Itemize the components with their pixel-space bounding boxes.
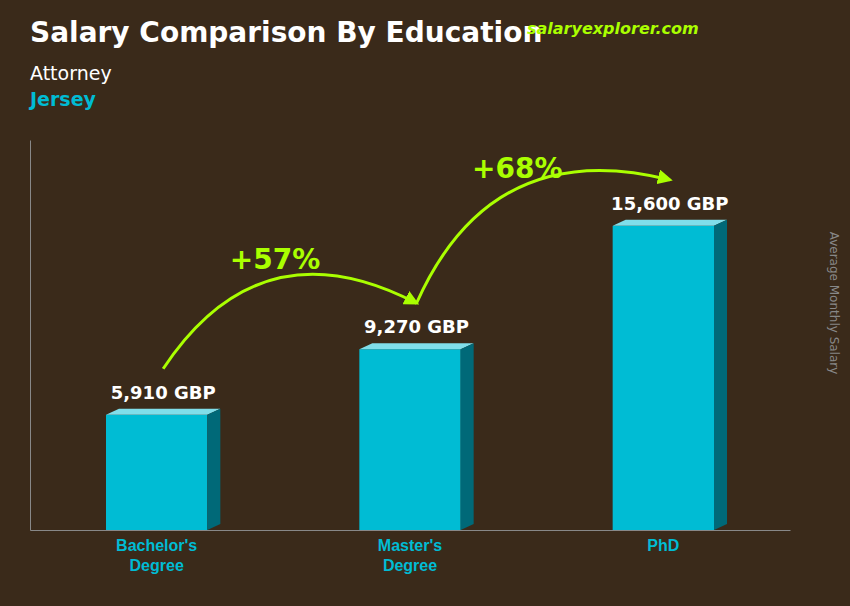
bar [613,226,714,530]
bar-group [613,220,727,530]
y-axis [30,141,31,531]
bar [106,415,207,530]
chart: Salary Comparison By Education Attorney Je… [0,0,850,606]
bar-side-face [461,343,474,530]
title: Salary Comparison By Education [30,16,542,49]
bar-group [359,343,473,530]
value-label: 15,600 GBP [611,193,728,214]
bar-side-face [207,409,220,530]
x-tick-label-line: Degree [383,557,437,574]
brand: salaryexplorer.com [527,19,699,38]
x-tick-label: PhD [647,537,679,554]
x-tick: Bachelor's Degree [116,530,197,574]
x-axis-line [31,530,791,531]
x-tick: PhD [647,530,679,554]
x-tick-label-line: Bachelor's [116,537,197,554]
x-tick-label-line: Master's [378,537,442,554]
value-label: 9,270 GBP [364,316,469,337]
bar-top-face [359,343,473,349]
x-tick-label-line: PhD [647,537,679,554]
x-tick: Master's Degree [378,530,442,574]
x-tick-label-line: Degree [130,557,184,574]
change-arrow [163,274,416,368]
x-axis: Bachelor's Degree Master's Degree PhD [31,530,791,574]
bars [106,220,727,530]
change-label: +68% [472,152,562,185]
bar-side-face [714,220,727,530]
value-label: 5,910 GBP [111,382,216,403]
x-tick-label: Bachelor's Degree [116,537,197,573]
change-label: +57% [230,243,320,276]
bar-group [106,409,220,530]
background [0,0,850,606]
subtitle: Attorney [30,62,112,84]
subtitle: Jersey [28,88,97,110]
y-axis-label: Average Monthly Salary [827,232,841,375]
bar-top-face [106,409,220,415]
bar-top-face [613,220,727,226]
change-arrow [417,170,670,303]
y-axis-line [30,141,31,531]
bar [359,349,460,530]
x-tick-label: Master's Degree [378,537,442,573]
